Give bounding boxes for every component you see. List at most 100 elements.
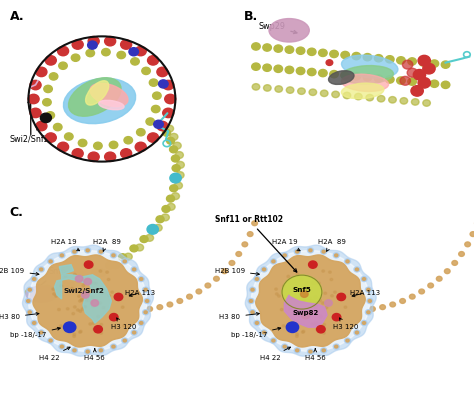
Circle shape — [33, 322, 36, 324]
Circle shape — [252, 84, 260, 90]
Circle shape — [445, 269, 450, 274]
Circle shape — [64, 133, 73, 140]
Circle shape — [83, 282, 86, 284]
Circle shape — [286, 87, 294, 93]
Text: H2B 109: H2B 109 — [0, 268, 39, 275]
Circle shape — [419, 289, 425, 294]
Circle shape — [321, 249, 327, 254]
Circle shape — [73, 333, 76, 335]
Circle shape — [402, 60, 413, 69]
Circle shape — [98, 348, 104, 353]
Circle shape — [282, 325, 285, 327]
Ellipse shape — [99, 100, 124, 110]
Circle shape — [362, 278, 365, 280]
Text: H2A  89: H2A 89 — [318, 240, 346, 251]
Circle shape — [390, 302, 395, 307]
Ellipse shape — [341, 65, 393, 84]
Circle shape — [100, 324, 103, 326]
Circle shape — [165, 125, 173, 132]
Circle shape — [45, 56, 56, 65]
Polygon shape — [22, 245, 154, 356]
Circle shape — [36, 67, 47, 77]
Circle shape — [99, 270, 102, 272]
Circle shape — [60, 254, 64, 257]
Circle shape — [123, 339, 127, 342]
Text: Snf11 or Rtt102: Snf11 or Rtt102 — [215, 215, 297, 272]
Circle shape — [149, 79, 158, 86]
Circle shape — [140, 236, 148, 242]
Circle shape — [328, 271, 331, 273]
Polygon shape — [251, 250, 370, 351]
Circle shape — [296, 67, 305, 75]
Circle shape — [317, 330, 320, 332]
Circle shape — [78, 295, 81, 297]
Ellipse shape — [269, 19, 309, 42]
Circle shape — [320, 90, 328, 97]
Circle shape — [44, 286, 52, 292]
Ellipse shape — [328, 71, 354, 84]
Text: H3 80: H3 80 — [0, 313, 39, 320]
Circle shape — [325, 307, 328, 309]
Circle shape — [85, 299, 88, 302]
Circle shape — [133, 331, 136, 334]
Circle shape — [46, 112, 55, 119]
Circle shape — [441, 81, 450, 88]
Circle shape — [27, 310, 33, 315]
Circle shape — [52, 288, 55, 290]
Circle shape — [106, 271, 109, 273]
Circle shape — [88, 152, 99, 162]
Circle shape — [94, 330, 97, 332]
Circle shape — [314, 305, 317, 308]
Polygon shape — [245, 245, 376, 356]
Circle shape — [413, 69, 426, 80]
Circle shape — [162, 206, 170, 213]
Circle shape — [30, 80, 41, 90]
Circle shape — [67, 328, 70, 330]
Circle shape — [312, 282, 315, 284]
Circle shape — [139, 322, 143, 324]
Circle shape — [308, 299, 310, 302]
Circle shape — [318, 282, 320, 284]
Circle shape — [418, 78, 430, 88]
Circle shape — [161, 214, 169, 221]
Circle shape — [57, 142, 69, 152]
Text: Swp29: Swp29 — [258, 22, 297, 34]
Circle shape — [205, 283, 211, 288]
Circle shape — [31, 290, 39, 297]
Circle shape — [66, 308, 69, 310]
Circle shape — [124, 253, 132, 260]
Circle shape — [356, 331, 358, 334]
Circle shape — [111, 262, 119, 269]
Circle shape — [90, 282, 92, 284]
Circle shape — [170, 146, 178, 153]
Circle shape — [172, 175, 180, 181]
Circle shape — [82, 284, 85, 287]
Text: H4 56: H4 56 — [305, 349, 326, 360]
Circle shape — [176, 162, 184, 168]
Circle shape — [72, 348, 77, 353]
Circle shape — [73, 250, 76, 253]
Circle shape — [124, 137, 133, 144]
Circle shape — [319, 299, 321, 302]
Circle shape — [287, 275, 290, 278]
Circle shape — [75, 276, 83, 282]
Circle shape — [109, 314, 118, 321]
Text: Snf6: Snf6 — [37, 267, 66, 288]
Circle shape — [43, 99, 51, 106]
Circle shape — [374, 55, 383, 62]
Circle shape — [196, 289, 202, 294]
Circle shape — [96, 299, 99, 302]
Circle shape — [356, 268, 358, 271]
Circle shape — [38, 330, 44, 335]
Circle shape — [385, 56, 394, 63]
Circle shape — [300, 278, 303, 281]
Circle shape — [330, 71, 338, 78]
Circle shape — [99, 250, 102, 253]
Circle shape — [48, 338, 54, 343]
Circle shape — [153, 92, 161, 99]
Circle shape — [94, 326, 102, 333]
Circle shape — [252, 43, 260, 50]
Circle shape — [147, 307, 153, 311]
Circle shape — [298, 88, 305, 95]
Circle shape — [400, 98, 408, 104]
